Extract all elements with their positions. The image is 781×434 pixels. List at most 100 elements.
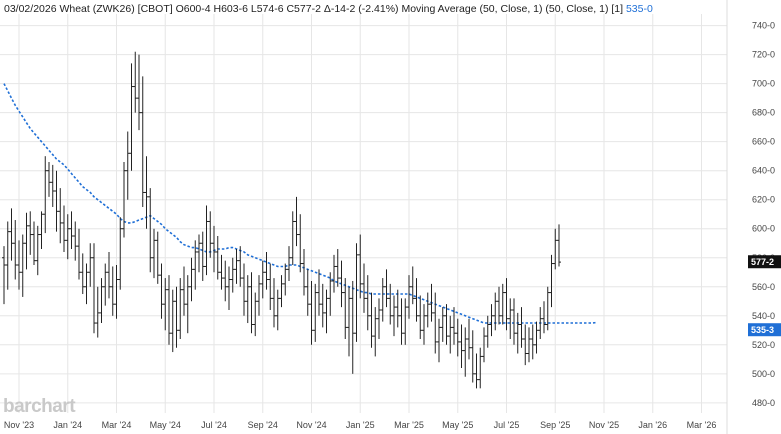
ohlc-bar — [69, 211, 74, 250]
ohlc-bar — [455, 318, 460, 357]
ma-value-tag-label: 535-3 — [751, 325, 774, 335]
ohlc-bar — [369, 292, 374, 348]
ohlc-bar — [317, 269, 321, 316]
ohlc-bar — [159, 263, 164, 319]
ohlc-bar — [189, 257, 194, 302]
last-price-tag-label: 577-2 — [751, 257, 774, 267]
ohlc-bar — [47, 161, 51, 197]
x-tick-label: Sep '25 — [540, 420, 570, 430]
x-tick-label: Jan '26 — [638, 420, 667, 430]
ohlc-bar — [249, 272, 254, 334]
ohlc-bar — [474, 353, 479, 389]
ohlc-bar — [260, 260, 265, 299]
ohlc-bar — [365, 275, 370, 331]
x-tick-label: May '25 — [442, 420, 473, 430]
x-tick-label: Mar '26 — [687, 420, 717, 430]
ohlc-bar — [84, 263, 89, 305]
ohlc-bar — [519, 307, 524, 348]
ohlc-bar — [283, 263, 288, 296]
ohlc-bar — [73, 221, 78, 261]
x-tick-label: Jul '24 — [201, 420, 227, 430]
ohlc-bar — [553, 228, 558, 270]
ohlc-bar — [242, 263, 246, 316]
y-tick-label: 680-0 — [752, 108, 775, 118]
ohlc-bar — [422, 304, 426, 345]
ohlc-bar — [238, 246, 243, 287]
y-tick-label: 720-0 — [752, 50, 775, 60]
y-tick-label: 600-0 — [752, 224, 775, 234]
ohlc-bar — [268, 263, 273, 310]
ohlc-bar — [500, 283, 505, 325]
ohlc-bar — [290, 211, 295, 266]
ohlc-bar — [549, 254, 554, 308]
ohlc-bar — [118, 217, 123, 290]
ohlc-bar — [20, 234, 25, 297]
ohlc-bar — [99, 278, 104, 324]
header-text: 03/02/2026 Wheat (ZWK26) [CBOT] O600-4 H… — [4, 3, 624, 15]
y-tick-label: 560-0 — [752, 282, 775, 292]
x-tick-label: Sep '24 — [248, 420, 278, 430]
ohlc-bar — [155, 231, 160, 284]
ohlc-bar — [557, 224, 561, 267]
y-tick-label: 520-0 — [752, 340, 775, 350]
ohlc-bar — [339, 260, 344, 308]
header-ma-value: 535-0 — [625, 3, 653, 15]
barchart-logo: barchart — [3, 396, 76, 417]
ohlc-bar — [227, 266, 231, 310]
ohlc-bar — [215, 235, 220, 280]
ohlc-bar — [410, 266, 415, 305]
ohlc-bar — [459, 324, 464, 369]
ohlc-bar — [384, 269, 389, 308]
ohlc-bar — [298, 214, 303, 273]
ohlc-bar — [440, 307, 445, 342]
ohlc-bar — [129, 63, 134, 171]
ohlc-bar — [178, 278, 183, 340]
ohlc-bar — [305, 269, 310, 316]
ohlc-bar — [125, 131, 130, 200]
price-tags: 577-2 535-3 — [748, 255, 781, 337]
ohlc-bar — [77, 228, 81, 280]
ohlc-bar — [482, 327, 486, 363]
ohlc-bar — [144, 156, 149, 229]
ohlc-bar — [433, 292, 438, 354]
ohlc-bar — [264, 251, 269, 290]
ohlc-bar — [223, 260, 228, 302]
ohlc-bar — [253, 292, 258, 337]
ohlc-bar — [294, 196, 299, 247]
ohlc-bar — [463, 327, 468, 377]
x-tick-label: Jan '25 — [346, 420, 375, 430]
ohlc-bar — [204, 205, 209, 276]
ohlc-bar — [407, 275, 411, 319]
ohlc-bar — [429, 283, 434, 322]
ohlc-bar — [362, 263, 366, 313]
ohlc-bar — [467, 318, 471, 360]
ohlc-bar — [493, 292, 498, 331]
ohlc-bar — [257, 275, 261, 316]
x-tick-label: May '24 — [150, 420, 181, 430]
ohlc-bar — [54, 170, 59, 232]
ma-value-tag: 535-3 — [748, 323, 781, 337]
ohlc-bar — [309, 280, 314, 345]
x-tick-label: Nov '24 — [296, 420, 326, 430]
ohlc-bar — [110, 266, 115, 316]
ohlc-bar — [88, 243, 93, 287]
ohlc-bar — [133, 51, 138, 113]
y-tick-label: 620-0 — [752, 195, 775, 205]
ohlc-bar — [418, 295, 423, 340]
ohlc-bar — [452, 307, 456, 345]
y-axis: 480-0500-0520-0540-0560-0580-0600-0620-0… — [752, 21, 775, 408]
ohlc-bar — [80, 253, 85, 295]
ohlc-bar — [313, 283, 318, 342]
ohlc-bar — [212, 225, 216, 273]
x-tick-label: Mar '25 — [394, 420, 424, 430]
ohlc-bar — [279, 275, 284, 308]
ohlc-bar — [538, 307, 543, 340]
ohlc-bar — [35, 225, 40, 276]
ohlc-bar — [478, 347, 483, 389]
ohlc-bar — [62, 205, 66, 252]
ohlc-bar — [65, 214, 70, 260]
ohlc-series — [2, 51, 561, 389]
ohlc-bar — [39, 211, 44, 250]
y-tick-label: 500-0 — [752, 369, 775, 379]
